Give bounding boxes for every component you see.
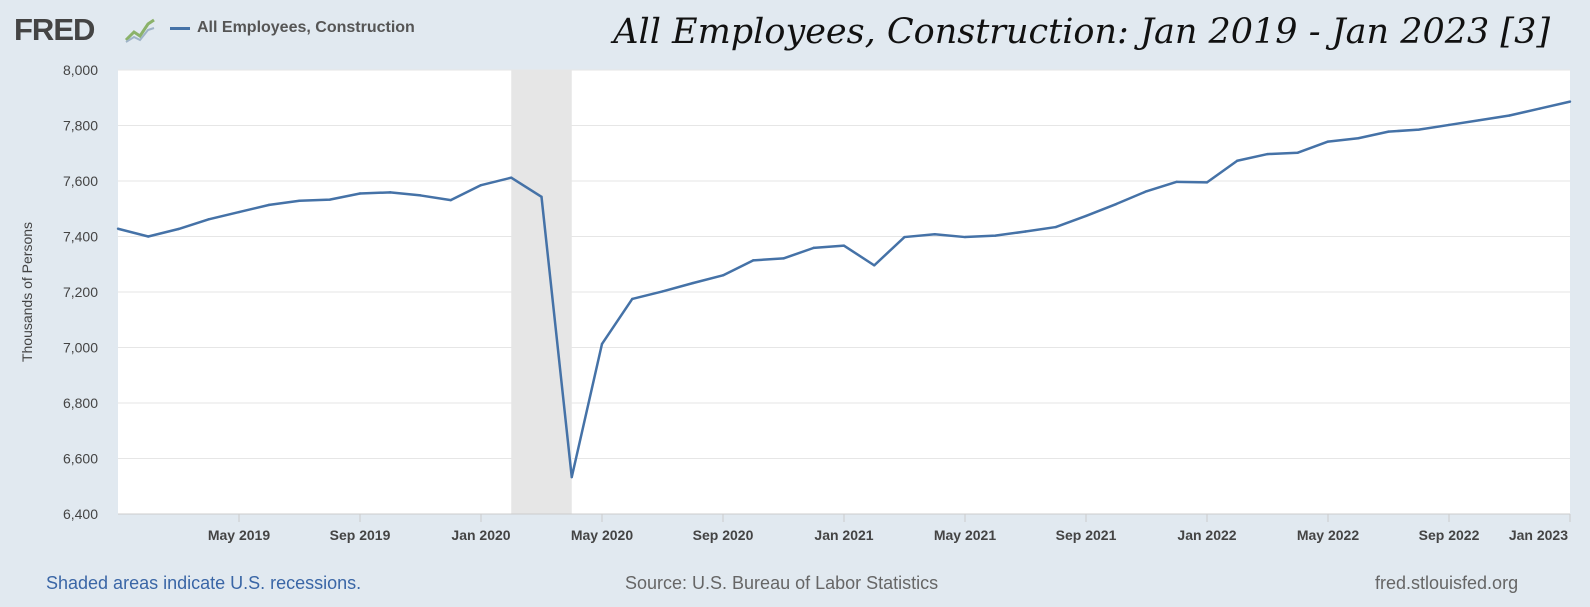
chart-title: All Employees, Construction: Jan 2019 - … [613,12,1550,52]
data-point [1024,230,1027,233]
data-point [600,342,604,346]
source-text: Source: U.S. Bureau of Labor Statistics [625,573,939,593]
data-point [510,176,513,179]
y-tick-label: 7,400 [63,229,98,245]
data-point [1054,225,1057,229]
data-point [1084,214,1088,218]
data-point [1236,159,1239,162]
data-point [540,195,543,199]
data-point [752,259,755,262]
x-tick-label: May 2021 [934,527,996,543]
data-point [661,290,664,293]
data-point [1568,100,1572,103]
data-point [1175,180,1178,184]
data-point [873,264,876,267]
data-point [1205,181,1209,184]
data-point [116,227,120,230]
data-point [298,199,301,202]
x-tick-label: Sep 2019 [330,527,391,543]
x-tick-label: May 2019 [208,527,270,543]
data-point [419,194,422,197]
data-point [721,274,725,277]
data-point [963,235,967,239]
data-point [389,191,392,194]
data-point [691,281,694,285]
legend-series-swatch [170,26,190,30]
data-point [207,218,210,221]
data-point [842,244,846,247]
data-point [268,203,271,207]
data-point [1326,140,1330,143]
fred-logo-graph-icon [124,16,156,44]
x-tick-label: Jan 2023 [1509,527,1568,543]
data-point [147,235,150,238]
x-tick-label: Sep 2020 [693,527,754,543]
data-point [1508,114,1511,117]
x-tick-label: Jan 2020 [451,527,510,543]
data-point [1417,128,1420,131]
legend-series-label: All Employees, Construction [197,19,415,36]
data-point [1478,119,1481,122]
data-point [631,297,634,301]
data-point [1387,130,1390,133]
site-link[interactable]: fred.stlouisfed.org [1375,573,1519,593]
data-point [1447,123,1451,127]
chart-legend[interactable]: All Employees, Construction [170,17,415,39]
x-tick-label: Jan 2021 [814,527,873,543]
data-point [479,183,483,187]
y-tick-label: 7,800 [63,118,98,134]
data-point [782,257,785,260]
x-tick-label: Sep 2021 [1056,527,1117,543]
data-point [1266,152,1269,156]
y-tick-label: 6,400 [63,506,98,522]
data-point [449,198,452,202]
y-tick-label: 6,800 [63,395,98,411]
header: FRED All Employees, Construction All Emp… [0,0,1590,66]
data-point [328,198,331,201]
data-point [237,210,241,214]
y-tick-label: 7,200 [63,284,98,300]
y-tick-label: 7,600 [63,173,98,189]
x-tick-label: May 2022 [1297,527,1359,543]
x-tick-label: May 2020 [571,527,633,543]
recession-note-link[interactable]: Shaded areas indicate U.S. recessions. [46,573,362,593]
data-point [1538,107,1541,110]
y-tick-label: 7,000 [63,340,98,356]
data-point [903,235,906,239]
y-tick-label: 6,600 [63,451,98,467]
data-point [1115,202,1118,206]
data-point [177,227,180,231]
data-point [812,246,815,250]
y-axis-label: Thousands of Persons [19,222,35,362]
x-tick-label: Jan 2022 [1177,527,1236,543]
data-point [358,192,362,195]
x-tick-label: Sep 2022 [1419,527,1480,543]
y-tick-label: 8,000 [63,62,98,78]
data-point [570,475,573,479]
data-point [1357,137,1360,140]
data-point [933,233,936,236]
data-point [994,234,997,237]
data-point [1145,190,1148,193]
data-point [1296,151,1299,154]
line-chart[interactable]: 6,400 6,600 6,800 7,000 7,200 7,400 7,600 7,800… [0,0,1590,560]
fred-logo[interactable]: FRED [14,12,95,47]
